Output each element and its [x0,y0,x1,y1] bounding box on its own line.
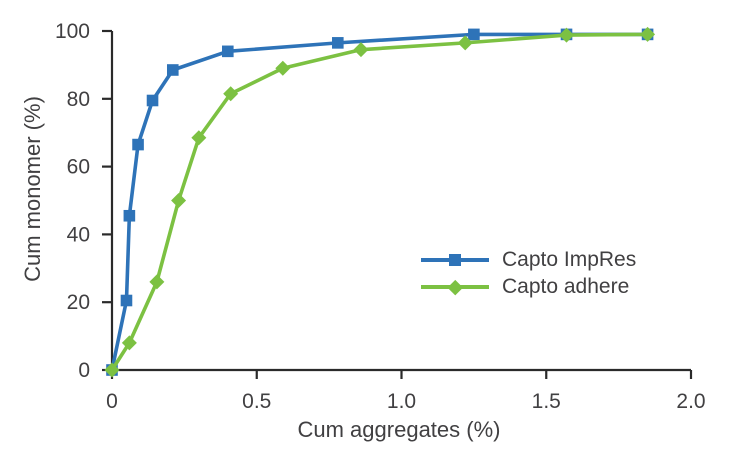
diamond-marker-icon [191,130,207,146]
square-marker-icon [132,138,144,151]
diamond-marker-icon [353,42,369,58]
y-axis-label: Cum monomer (%) [20,96,45,282]
square-marker-icon [123,209,136,222]
y-tick-label: 40 [67,223,90,246]
y-tick-label: 60 [67,156,90,179]
legend: Capto ImpRes Capto adhere [421,246,636,300]
legend-swatch-diamond-series [421,278,489,296]
series-line-square [110,32,648,371]
square-marker-icon [222,45,234,58]
square-marker-icon [468,28,480,41]
diamond-marker-icon [149,274,165,290]
y-tick-label: 0 [78,359,90,382]
diamond-marker-icon [447,279,463,295]
square-marker-icon [166,64,179,76]
x-tick-label: 2.0 [676,390,705,413]
legend-swatch-square-series [421,251,489,269]
axes [110,31,691,372]
legend-label: Capto ImpRes [502,248,637,271]
square-marker-icon [146,94,159,107]
legend-label: Capto adhere [502,275,630,298]
series-line-diamond [110,32,648,371]
x-tick-label: 0.5 [242,390,271,413]
diamond-marker-icon [275,60,291,76]
square-marker-icon [449,253,461,266]
diamond-marker-icon [171,193,187,208]
y-tick-label: 20 [67,291,90,314]
legend-item-capto-adhere: Capto adhere [421,273,636,300]
diamond-marker-icon [457,35,473,51]
x-axis-label: Cum aggregates (%) [298,417,501,442]
x-tick-label: 1.5 [532,390,561,413]
square-marker-icon [120,294,133,307]
x-tick-label: 1.0 [387,390,416,413]
legend-item-capto-impres: Capto ImpRes [421,246,636,273]
y-tick-label: 100 [55,20,90,43]
y-tick-label: 80 [67,88,90,111]
square-marker-icon [332,37,344,49]
x-tick-label: 0 [106,390,118,413]
plot-area: 0 20 40 60 80 100 0 0.5 1.0 1.5 2.0 [55,20,706,413]
